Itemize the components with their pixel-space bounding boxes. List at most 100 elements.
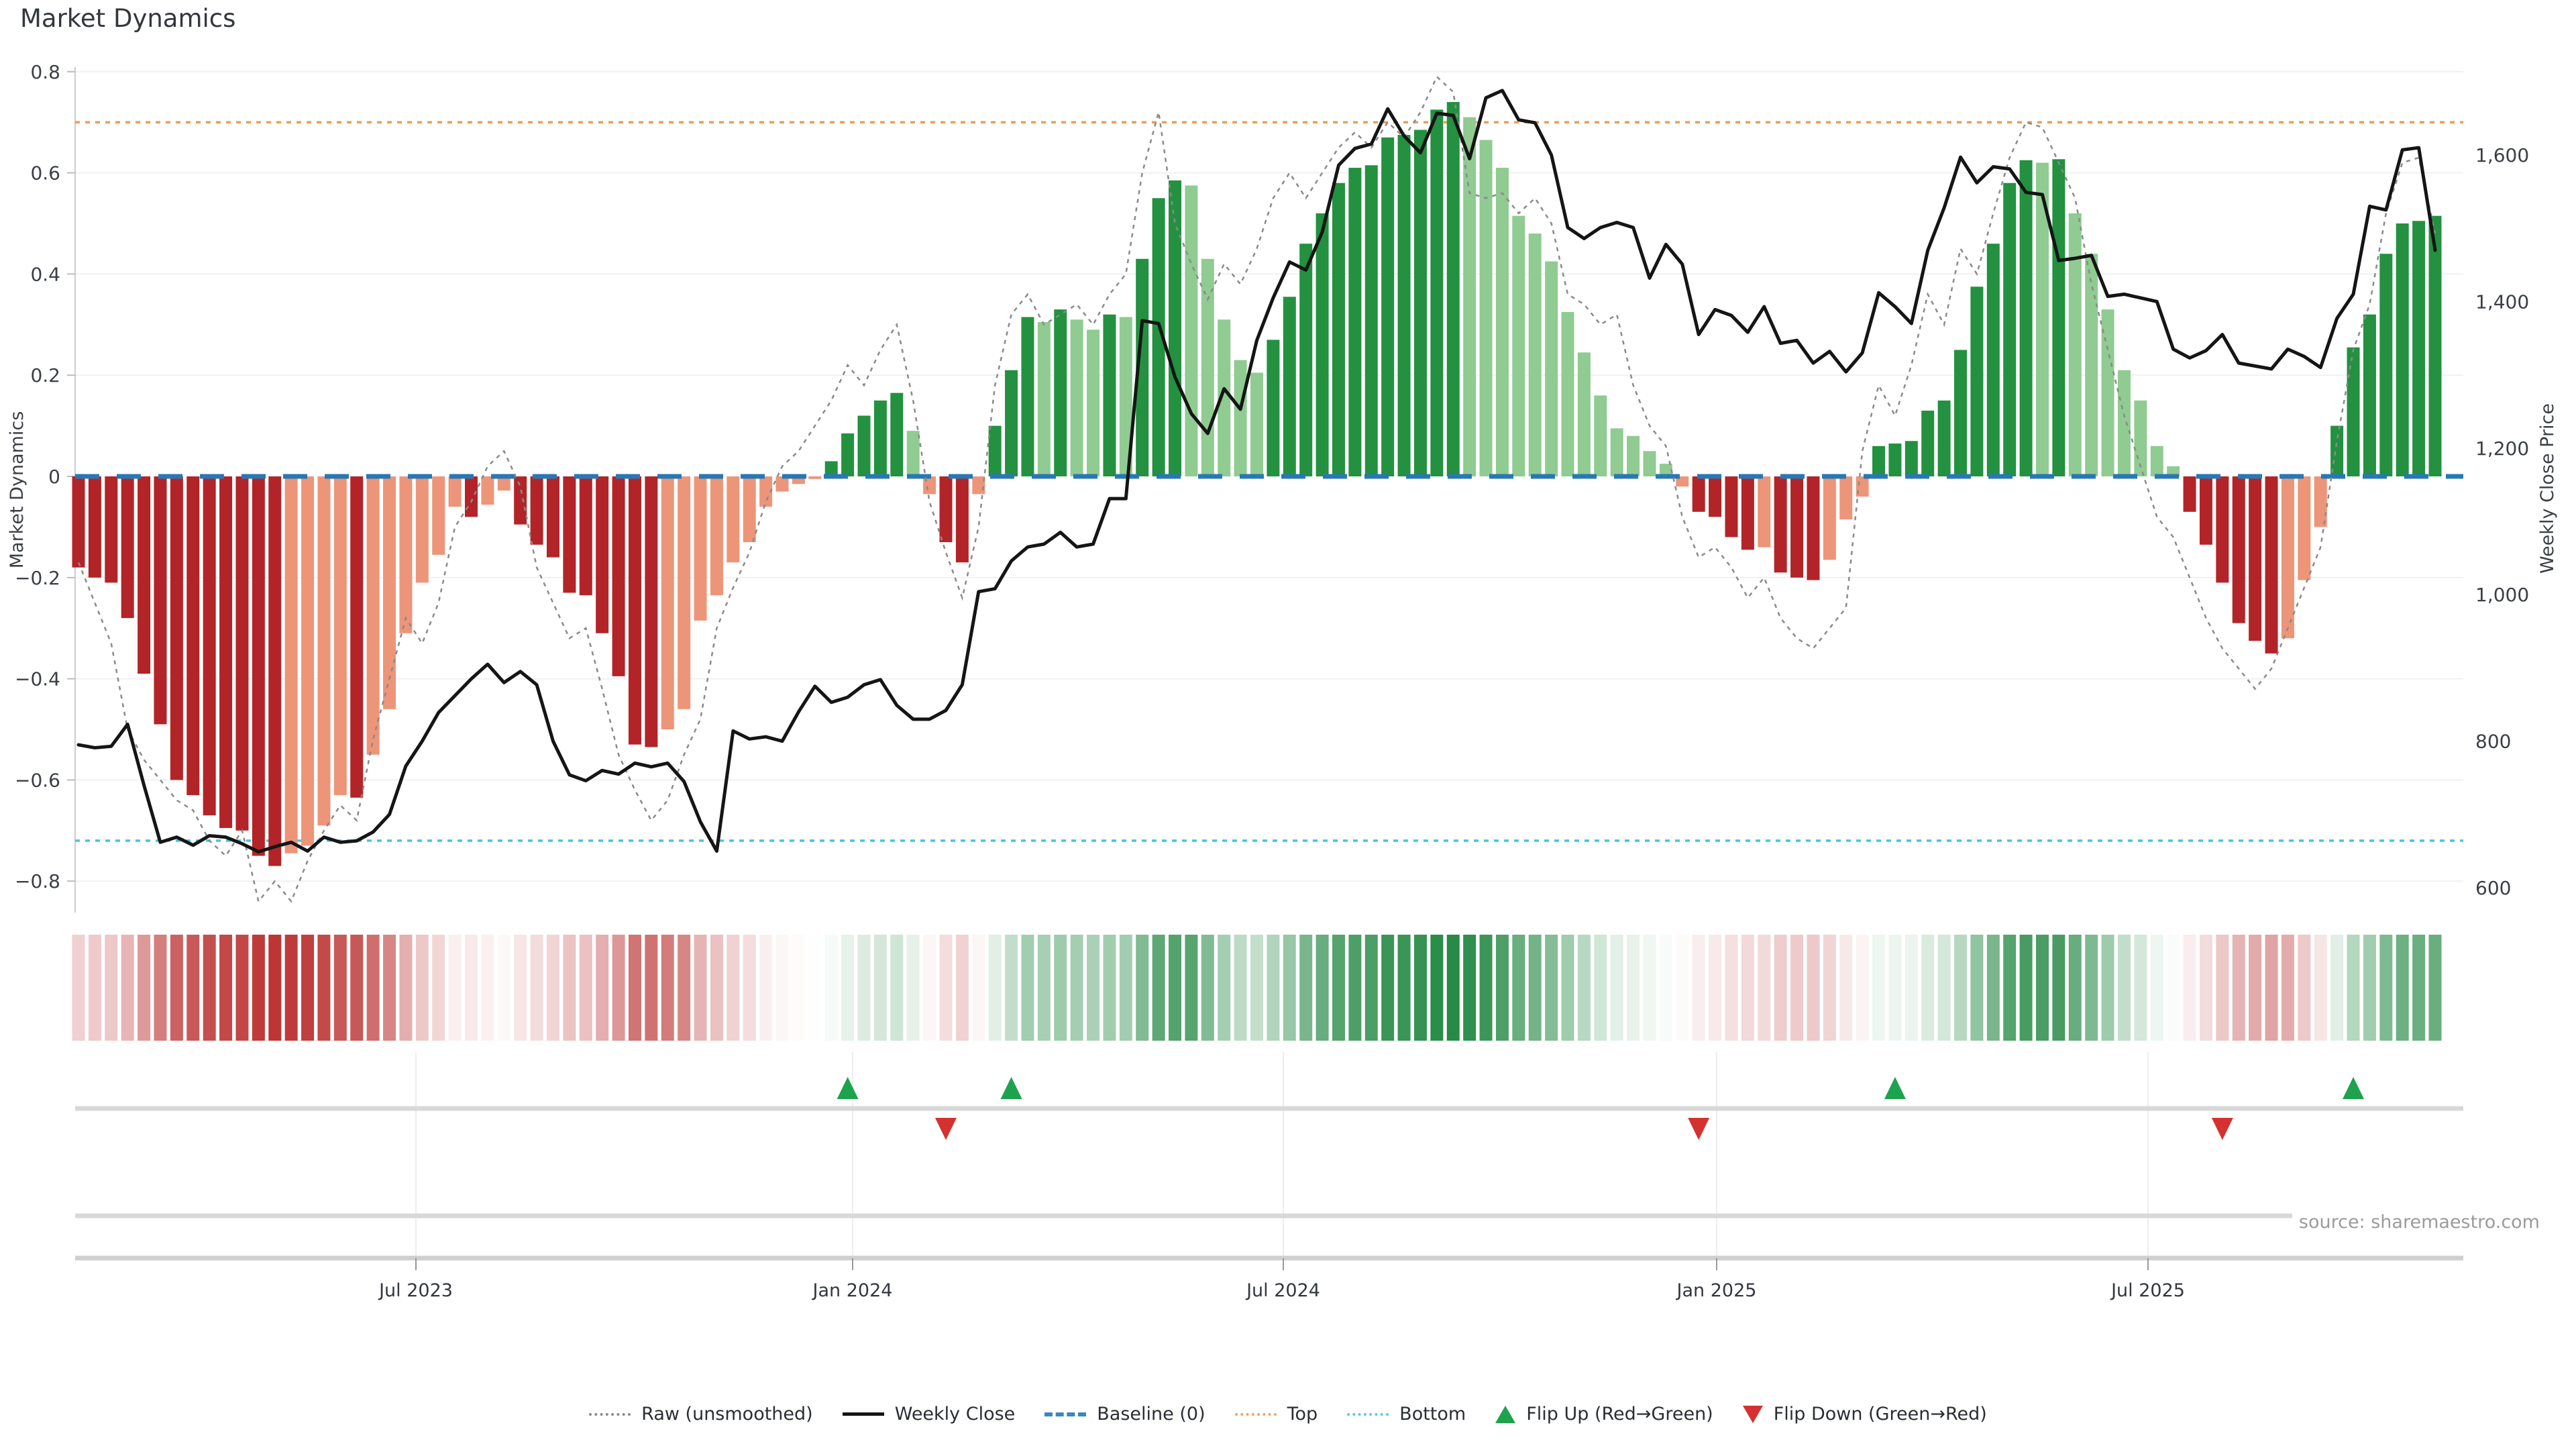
oscillator-bar: [2167, 466, 2180, 476]
heatmap-cell: [906, 935, 920, 1041]
oscillator-bar: [2298, 476, 2311, 580]
oscillator-bar: [1070, 319, 1083, 476]
heatmap-cell: [2068, 935, 2082, 1041]
heatmap-cell: [2199, 935, 2212, 1041]
oscillator-bar: [138, 476, 151, 674]
oscillator-bar: [121, 476, 134, 619]
oscillator-bar: [2199, 476, 2212, 545]
x-axis-tick-label: Jul 2025: [2110, 1280, 2185, 1301]
heatmap-cell: [2379, 935, 2393, 1041]
oscillator-bar: [1758, 476, 1771, 548]
oscillator-bar: [743, 476, 756, 543]
page-title: Market Dynamics: [20, 4, 236, 33]
oscillator-bar: [1397, 135, 1411, 477]
heatmap-cell: [2347, 935, 2360, 1041]
y-axis-tick-label: 0.8: [30, 61, 60, 83]
heatmap-cell: [1594, 935, 1607, 1041]
oscillator-bar: [1741, 476, 1754, 550]
oscillator-bar: [154, 476, 167, 725]
oscillator-bar: [1005, 370, 1018, 476]
legend-item: Weekly Close: [842, 1404, 1016, 1424]
heatmap-cell: [1185, 935, 1198, 1041]
heatmap-cell: [890, 935, 904, 1041]
heatmap-cell: [1758, 935, 1771, 1041]
heatmap-cell: [1054, 935, 1067, 1041]
heatmap-cell: [1528, 935, 1542, 1041]
oscillator-bar: [350, 476, 364, 798]
heatmap-cell: [203, 935, 216, 1041]
heatmap-cell: [596, 935, 609, 1041]
oscillator-bar: [563, 476, 576, 593]
price-axis-tick-label: 1,200: [2475, 437, 2529, 460]
heatmap-cell: [1299, 935, 1313, 1041]
heatmap-cell: [235, 935, 249, 1041]
heatmap-cell: [1413, 935, 1427, 1041]
heatmap-cell: [1430, 935, 1444, 1041]
heatmap-cell: [186, 935, 200, 1041]
oscillator-bar: [301, 476, 315, 846]
oscillator-bar: [906, 431, 920, 476]
heatmap-cell: [284, 935, 298, 1041]
oscillator-bar: [1610, 428, 1623, 476]
oscillator-bar: [284, 476, 298, 853]
oscillator-bar: [1037, 322, 1051, 476]
heatmap-cell: [350, 935, 364, 1041]
oscillator-bar: [514, 476, 527, 525]
heatmap-cell: [775, 935, 789, 1041]
oscillator-bar: [2216, 476, 2229, 583]
heatmap-cell: [759, 935, 773, 1041]
heatmap-cell: [1348, 935, 1362, 1041]
heatmap-cell: [1692, 935, 1705, 1041]
heatmap-cell: [88, 935, 101, 1041]
oscillator-bar: [481, 476, 494, 505]
oscillator-bar: [972, 476, 985, 495]
oscillator-bar: [1577, 352, 1591, 476]
left-axis-title: Market Dynamics: [7, 411, 28, 569]
heatmap-cell: [2314, 935, 2327, 1041]
right-axis-title: Weekly Close Price: [2537, 403, 2558, 574]
oscillator-bar: [2281, 476, 2294, 639]
heatmap-cell: [1774, 935, 1787, 1041]
heatmap-cell: [1807, 935, 1820, 1041]
oscillator-bar: [399, 476, 413, 633]
oscillator-bar: [1970, 287, 1984, 476]
heatmap-cell: [972, 935, 985, 1041]
price-axis-tick-label: 1,400: [2475, 291, 2529, 313]
heatmap-cell: [988, 935, 1002, 1041]
heatmap-cell: [1087, 935, 1100, 1041]
price-axis-tick-label: 1,600: [2475, 144, 2529, 166]
heatmap-cell: [2101, 935, 2114, 1041]
oscillator-bar: [219, 476, 233, 829]
oscillator-bar: [1267, 340, 1280, 476]
oscillator-bar: [1954, 350, 1968, 476]
heatmap-cell: [399, 935, 413, 1041]
price-axis-tick-label: 800: [2475, 731, 2511, 753]
heatmap-cell: [1561, 935, 1574, 1041]
heatmap-cell: [857, 935, 871, 1041]
oscillator-bar: [203, 476, 216, 816]
heatmap-cell: [2117, 935, 2131, 1041]
oscillator-bar: [1627, 435, 1640, 476]
flip-up-icon: [1495, 1405, 1516, 1423]
oscillator-bar: [1774, 476, 1787, 573]
oscillator-bar: [1659, 464, 1672, 476]
oscillator-bar: [596, 476, 609, 633]
oscillator-bar: [366, 476, 380, 755]
legend-label: Weekly Close: [894, 1404, 1016, 1424]
heatmap-cell: [465, 935, 478, 1041]
oscillator-bar: [792, 476, 805, 484]
oscillator-bar: [955, 476, 969, 563]
heatmap-cell: [2428, 935, 2442, 1041]
oscillator-bar: [1528, 234, 1542, 476]
heatmap-cell: [1986, 935, 2000, 1041]
heatmap-cell: [955, 935, 969, 1041]
heatmap-cell: [546, 935, 559, 1041]
heatmap-cell: [628, 935, 641, 1041]
heatmap-cell: [268, 935, 282, 1041]
heatmap-cell: [824, 935, 838, 1041]
heatmap-cell: [1856, 935, 1869, 1041]
heatmap-cell: [2232, 935, 2245, 1041]
heatmap-cell: [612, 935, 625, 1041]
oscillator-bar: [1430, 109, 1444, 477]
